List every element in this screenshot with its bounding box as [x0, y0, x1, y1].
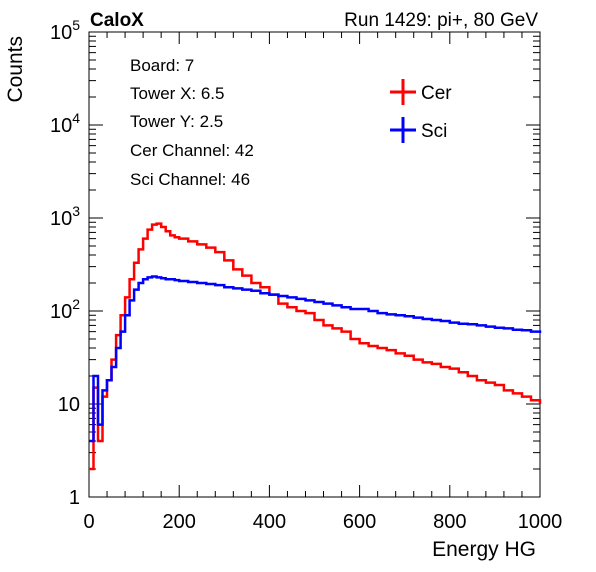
- y-tick-label: 104: [50, 110, 80, 137]
- legend-label-cer: Cer: [421, 83, 452, 104]
- y-tick-label: 1: [69, 487, 80, 509]
- x-tick-label: 400: [253, 511, 286, 533]
- y-tick-label: 103: [50, 203, 80, 230]
- x-axis-title: Energy HG: [432, 538, 536, 561]
- y-axis-title: Counts: [4, 36, 27, 103]
- x-tick-label: 1000: [518, 511, 563, 533]
- x-tick-label: 600: [343, 511, 376, 533]
- series-line-cer: [89, 222, 542, 471]
- legend-label-sci: Sci: [421, 121, 447, 142]
- header-right-label: Run 1429: pi+, 80 GeV: [344, 10, 538, 31]
- legend: Cer Sci: [390, 79, 452, 143]
- x-tick-label: 800: [433, 511, 466, 533]
- y-tick-label: 105: [50, 17, 80, 44]
- info-line-tower-x: Tower X: 6.5: [130, 84, 225, 103]
- info-line-tower-y: Tower Y: 2.5: [130, 112, 223, 131]
- info-line-sci-channel: Sci Channel: 46: [130, 170, 250, 189]
- axis-ticks: 0 200 400 600 800 1000 1 10 102 103 104 105: [50, 17, 562, 533]
- series-line-sci: [89, 275, 542, 443]
- header-left-label: CaloX: [90, 10, 144, 31]
- x-tick-label: 200: [163, 511, 196, 533]
- plot-frame: [88, 31, 541, 498]
- series-layer: [89, 222, 542, 471]
- info-line-board: Board: 7: [130, 56, 194, 75]
- info-line-cer-channel: Cer Channel: 42: [130, 141, 254, 160]
- y-tick-label: 102: [50, 296, 80, 323]
- info-box: [120, 48, 360, 198]
- x-tick-label: 0: [83, 511, 94, 533]
- y-tick-label: 10: [58, 394, 80, 416]
